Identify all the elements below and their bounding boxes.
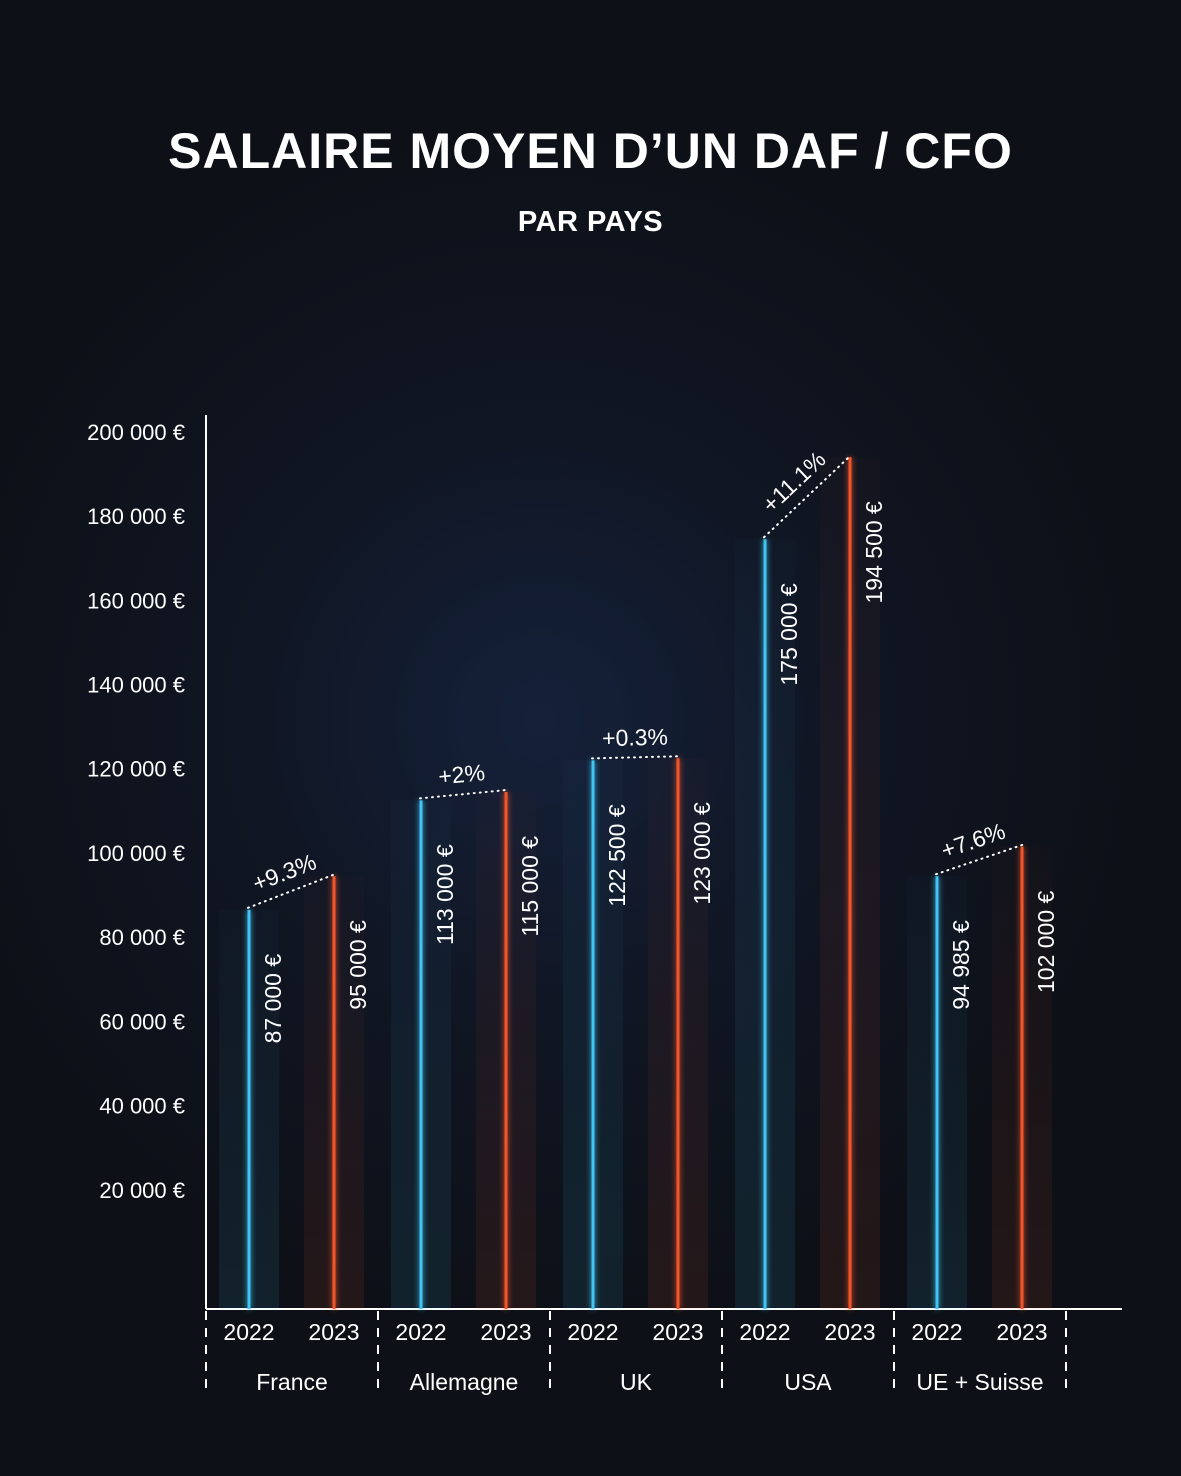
growth-connector [419,788,508,800]
y-tick-label: 80 000 € [99,925,185,950]
y-tick-label: 140 000 € [87,672,185,697]
bar-2022 [935,876,939,1309]
year-label: 2022 [395,1319,446,1345]
bar-value-label: 102 000 € [1033,890,1059,993]
bar-value-label: 95 000 € [345,920,371,1010]
y-tick-label: 160 000 € [87,588,185,613]
chart-subtitle: PAR PAYS [517,206,664,238]
year-label: 2023 [480,1319,531,1345]
bar-value-label: 175 000 € [776,583,802,686]
year-label: 2022 [739,1319,790,1345]
chart-title: SALAIRE MOYEN D’UN DAF / CFO [168,123,1013,179]
year-label: 2022 [567,1319,618,1345]
year-label: 2023 [308,1319,359,1345]
year-label: 2022 [223,1319,274,1345]
bar-value-label: 94 985 € [948,920,974,1010]
y-tick-label: 120 000 € [87,757,185,782]
growth-label: +2% [437,759,486,789]
growth-connector [591,755,680,760]
year-label: 2023 [824,1319,875,1345]
bar-value-label: 115 000 € [517,836,543,937]
y-tick-label: 180 000 € [87,504,185,529]
growth-connector [763,454,852,539]
bar-value-label: 113 000 € [432,844,458,945]
y-tick-label: 100 000 € [87,841,185,866]
y-tick-label: 200 000 € [87,420,185,445]
y-tick-label: 40 000 € [99,1094,185,1119]
growth-connector [247,873,336,909]
category-label: UK [620,1369,653,1395]
category-label: UE + Suisse [916,1369,1043,1395]
bar-2023 [848,457,852,1309]
bar-value-label: 123 000 € [689,802,715,905]
bar-2022 [591,760,595,1309]
bar-value-label: 122 500 € [604,804,630,907]
year-label: 2023 [652,1319,703,1345]
y-tick-label: 20 000 € [99,1178,185,1203]
year-label: 2022 [911,1319,962,1345]
bar-2022 [419,800,423,1309]
bar-2022 [763,539,767,1309]
bar-2023 [504,791,508,1309]
bar-2023 [676,758,680,1309]
year-label: 2023 [996,1319,1047,1345]
category-label: USA [784,1369,832,1395]
bar-value-label: 194 500 € [861,501,887,604]
bar-2022 [247,909,251,1309]
bar-value-label: 87 000 € [260,954,286,1044]
growth-label: +11.1% [757,446,831,518]
y-tick-label: 60 000 € [99,1009,185,1034]
bar-2023 [1020,846,1024,1309]
category-label: France [256,1369,328,1395]
category-label: Allemagne [410,1369,519,1395]
bar-2023 [332,876,336,1309]
growth-label: +0.3% [602,724,668,752]
